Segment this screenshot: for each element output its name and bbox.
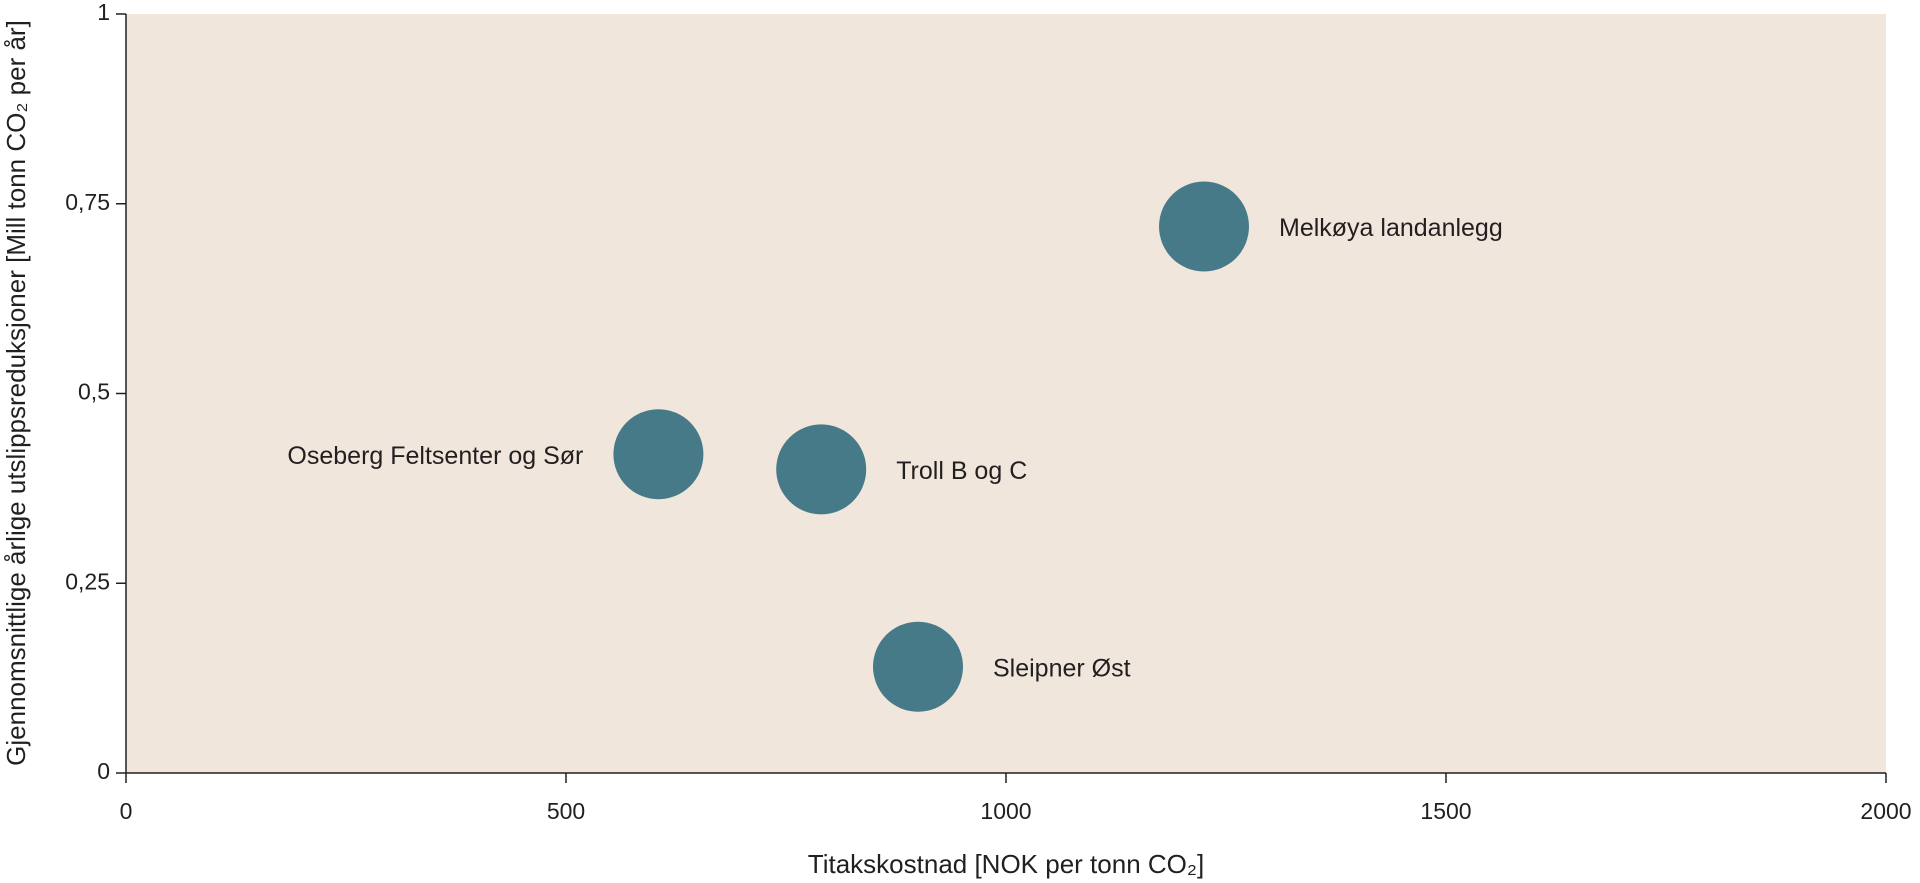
- point-label: Oseberg Feltsenter og Sør: [287, 442, 583, 470]
- point-label: Troll B og C: [896, 457, 1027, 485]
- point-label: Sleipner Øst: [993, 654, 1131, 682]
- y-tick-label: 1: [97, 0, 110, 25]
- y-tick-label: 0: [97, 758, 110, 784]
- x-tick-label: 0: [120, 798, 133, 824]
- x-tick-label: 2000: [1860, 798, 1911, 824]
- y-tick-label: 0,75: [65, 189, 110, 215]
- bubble: [613, 409, 704, 500]
- x-tick-label: 1500: [1420, 798, 1471, 824]
- bubble: [776, 424, 867, 515]
- y-tick-label: 0,5: [78, 379, 110, 405]
- y-axis-title: Gjennomsnittlige årlige utslippsreduksjo…: [1, 20, 31, 766]
- x-tick-label: 1000: [980, 798, 1031, 824]
- y-tick-label: 0,25: [65, 568, 110, 594]
- x-axis-title: Titakskostnad [NOK per tonn CO₂]: [808, 849, 1204, 879]
- point-label: Melkøya landanlegg: [1279, 214, 1503, 242]
- x-tick-label: 500: [547, 798, 585, 824]
- bubble: [873, 621, 963, 712]
- plot-background: [126, 14, 1886, 773]
- bubble: [1159, 181, 1249, 272]
